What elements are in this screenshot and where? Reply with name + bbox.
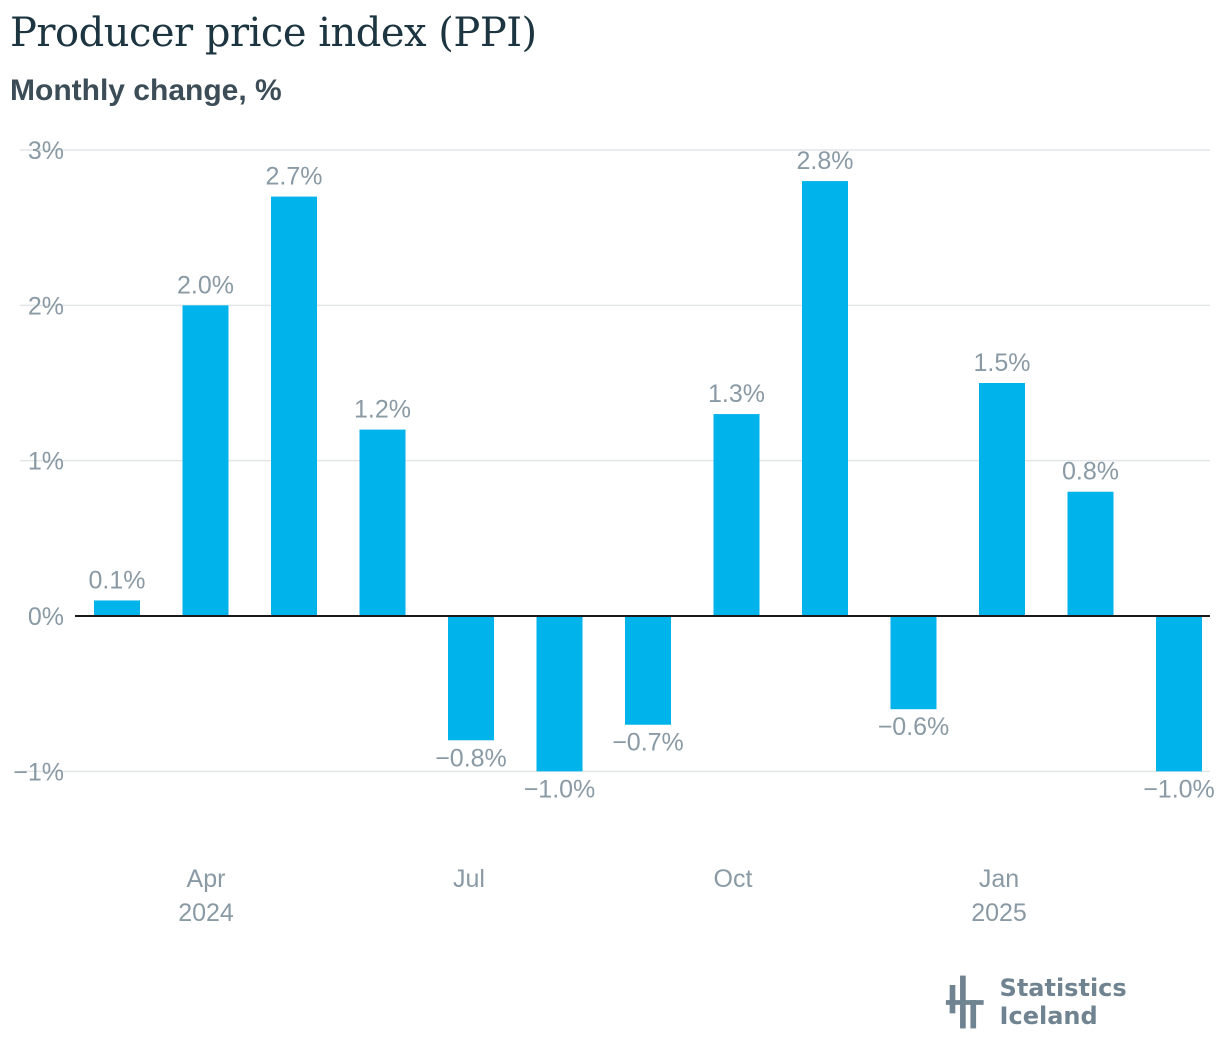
bar — [625, 616, 671, 725]
data-label: −0.8% — [435, 744, 507, 772]
x-tick-label: Jan — [979, 865, 1019, 893]
bar — [271, 196, 317, 616]
y-tick-label: 2% — [28, 292, 64, 320]
y-tick-label: 3% — [28, 137, 64, 165]
bar — [536, 616, 583, 772]
data-label: 0.8% — [1062, 458, 1119, 486]
chart-subtitle: Monthly change, % — [10, 74, 282, 107]
y-tick-label: 1% — [28, 448, 64, 476]
x-tick-label: Apr — [187, 865, 226, 893]
data-label: −0.6% — [878, 713, 950, 741]
data-label: 1.2% — [354, 396, 411, 424]
bar-chart: 3% 2% 1% 0% −1% 0.1% 2.0% 2.7% 1.2% −0.8% −1.0% −0.… — [13, 137, 1215, 927]
brand-name: Statistics Iceland — [999, 974, 1127, 1030]
x-tick-label: Oct — [714, 865, 753, 893]
brand-logo: Statistics Iceland — [944, 974, 1220, 1030]
x-tick-label: Jul — [453, 865, 485, 893]
x-tick-year: 2025 — [971, 899, 1027, 927]
bar — [448, 616, 494, 741]
data-label: −0.7% — [612, 729, 684, 757]
bar — [359, 429, 406, 616]
bar — [890, 616, 937, 710]
data-label: 2.7% — [266, 163, 323, 191]
y-tick-label: −1% — [13, 758, 64, 786]
data-label: 0.1% — [89, 566, 146, 594]
y-tick-label: 0% — [28, 603, 64, 631]
data-label: 2.0% — [177, 271, 234, 299]
chart-title: Producer price index (PPI) — [10, 10, 537, 56]
x-tick-year: 2024 — [178, 899, 234, 927]
data-label: 1.3% — [708, 380, 765, 408]
data-label: −1.0% — [524, 775, 596, 803]
data-label: 2.8% — [797, 147, 854, 175]
bar — [1156, 616, 1202, 772]
data-label: 1.5% — [974, 349, 1031, 377]
data-label: −1.0% — [1143, 775, 1215, 803]
bar — [802, 181, 848, 617]
bar — [713, 414, 760, 616]
bar — [94, 600, 140, 616]
statistics-iceland-logo-icon — [945, 975, 984, 1029]
bar — [979, 383, 1025, 616]
bar — [182, 305, 229, 616]
bar — [1067, 491, 1114, 616]
